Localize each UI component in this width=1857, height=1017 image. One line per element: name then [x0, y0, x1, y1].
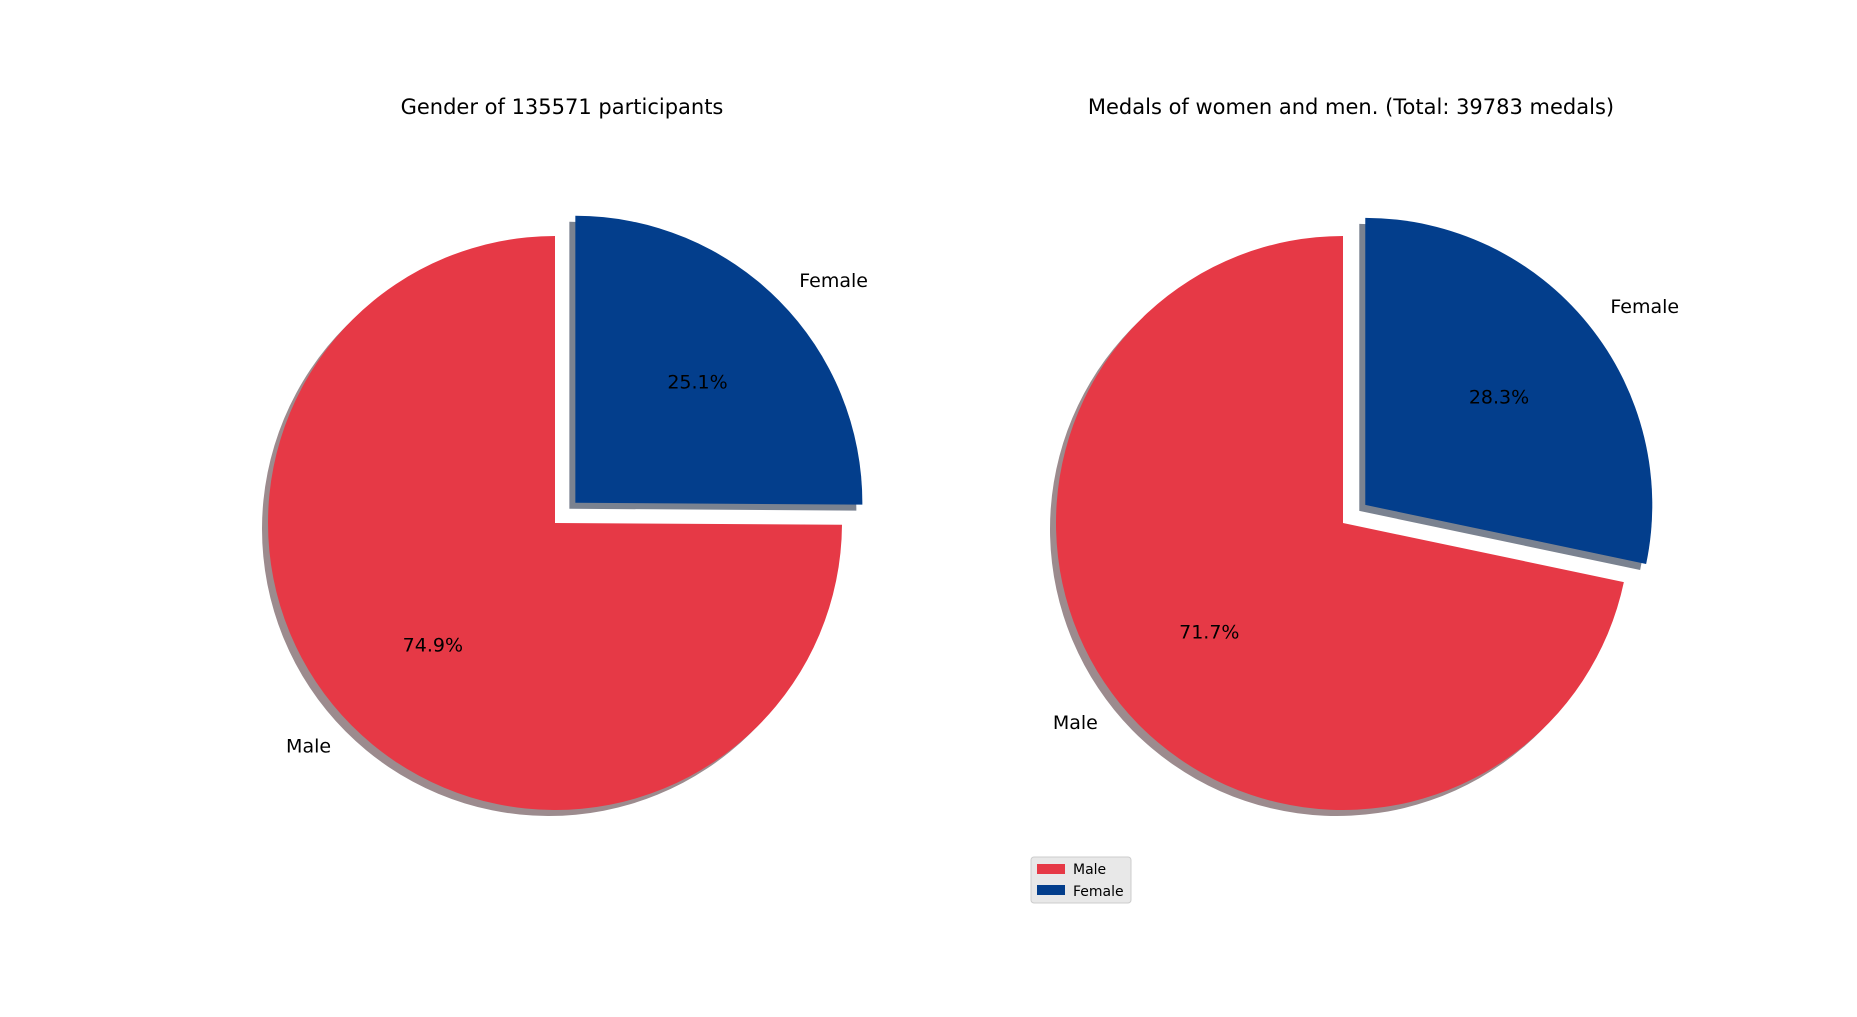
- pie-slice-male-participants: [267, 236, 842, 810]
- legend-swatch-male: [1037, 864, 1065, 874]
- pie-slice-female-participants: [575, 215, 863, 505]
- pie-chart-participants: Gender of 135571 participants Male 74.9% F…: [262, 95, 868, 816]
- pie-chart-medals: Medals of women and men. (Total: 39783 m…: [1050, 95, 1679, 817]
- pct-label-female-medals: 28.3%: [1469, 386, 1529, 408]
- chart-title-participants: Gender of 135571 participants: [401, 95, 724, 119]
- legend-label-female: Female: [1073, 884, 1124, 900]
- chart-title-medals: Medals of women and men. (Total: 39783 m…: [1088, 95, 1614, 119]
- pct-label-female-participants: 25.1%: [667, 371, 727, 393]
- pct-label-male-medals: 71.7%: [1179, 622, 1239, 644]
- pie-slice-female-medals: [1365, 217, 1653, 564]
- pie-slice-male-medals: [1056, 236, 1624, 811]
- legend: Male Female: [1030, 856, 1132, 904]
- slice-label-male-medals: Male: [1053, 712, 1098, 734]
- legend-swatch-female: [1037, 885, 1065, 895]
- slice-label-male-participants: Male: [286, 736, 331, 758]
- slice-label-female-medals: Female: [1610, 296, 1679, 318]
- slice-label-female-participants: Female: [799, 270, 868, 292]
- pct-label-male-participants: 74.9%: [403, 634, 463, 656]
- legend-label-male: Male: [1073, 862, 1106, 878]
